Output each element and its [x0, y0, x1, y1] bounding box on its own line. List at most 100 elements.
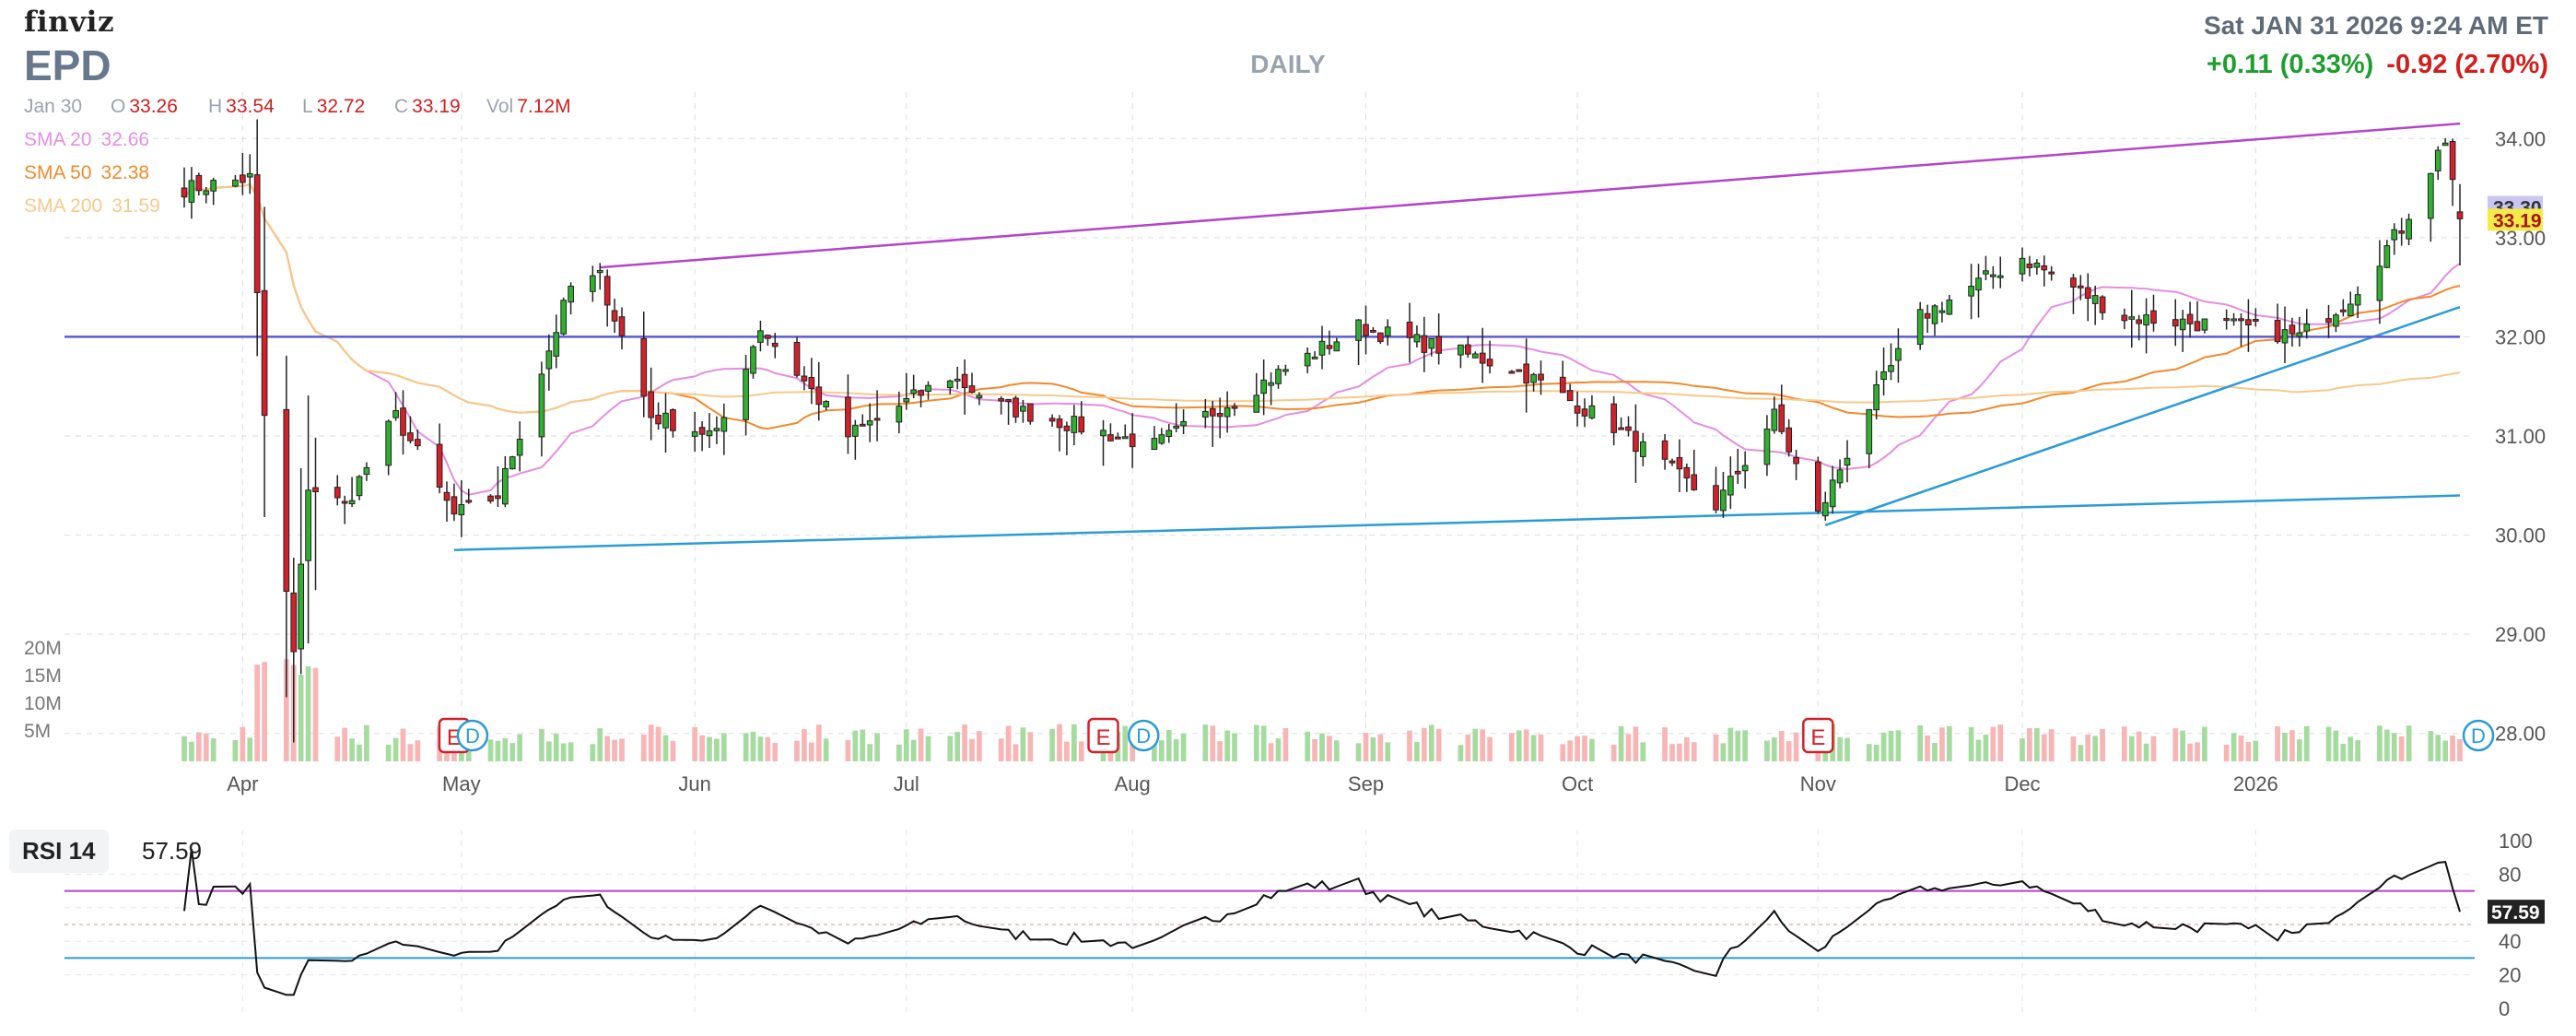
volume-bar [1385, 742, 1391, 761]
candle [1669, 458, 1676, 466]
candle [640, 312, 648, 418]
volume-tick: 20M [24, 638, 62, 659]
candle [1588, 394, 1596, 420]
candle-down [1778, 404, 1786, 432]
candle [1836, 459, 1844, 489]
volume-bar [1997, 724, 2004, 761]
volume-bar [757, 736, 764, 761]
candle-up [1588, 405, 1596, 418]
candle [356, 475, 363, 500]
trendlines [64, 122, 2461, 551]
candle-up [1888, 365, 1894, 372]
candle-up [1318, 340, 1326, 356]
candle [1005, 398, 1012, 425]
candle-down [1216, 412, 1224, 418]
candle [1559, 360, 1566, 394]
candle [487, 494, 494, 504]
volume-bar [1282, 728, 1289, 761]
rsi-tick: 80 [2499, 863, 2521, 886]
candle [1100, 419, 1107, 466]
candle-up [757, 330, 764, 343]
volume-bar [1355, 743, 1362, 761]
candle-down [2077, 285, 2084, 288]
candle-up [2201, 318, 2208, 331]
candle-down [1005, 398, 1012, 402]
candle [407, 416, 414, 444]
volume-bar [815, 724, 822, 761]
volume-bar [2020, 738, 2025, 761]
candle [465, 489, 473, 504]
candle-up [1311, 356, 1318, 359]
candle-down [1625, 426, 1632, 431]
price-tick: 30.00 [2495, 524, 2546, 547]
candle [1508, 370, 1516, 374]
volume-bar [1742, 730, 1749, 761]
brand-logo[interactable]: finviz [24, 6, 115, 39]
candles[interactable] [181, 119, 2464, 743]
candle-up [1151, 438, 1158, 451]
volume-bar [2195, 742, 2200, 761]
volume-bar [465, 742, 472, 761]
volume-bar [415, 740, 421, 761]
candle [1983, 255, 1989, 280]
dividend-marker-circle [2462, 719, 2495, 752]
candle [1464, 336, 1471, 358]
candle [2077, 275, 2084, 300]
volume-bar [2355, 740, 2361, 761]
candle-up [2376, 265, 2383, 301]
candle-down [2449, 141, 2456, 181]
candle-up [1282, 369, 1289, 372]
volume-bar [334, 736, 341, 761]
candle [968, 372, 976, 394]
volume-bar [1946, 725, 1952, 761]
candle-down [2084, 287, 2091, 300]
volume-bar [1677, 743, 1682, 761]
candle-up [1836, 469, 1844, 484]
candle-down [487, 495, 494, 502]
volume-bar [2078, 745, 2084, 761]
candle-down [1610, 403, 1618, 433]
volume-bar [1669, 744, 1675, 761]
volume-bar [1260, 725, 1267, 761]
volume-bar [2398, 736, 2405, 761]
volume-bar [1122, 725, 1129, 761]
date-tick: Jun [678, 772, 710, 795]
candle-down [1013, 397, 1019, 418]
candle-down [2070, 277, 2077, 288]
volume-bar [947, 736, 954, 761]
candle-down [1523, 363, 1530, 384]
candle [1727, 456, 1734, 510]
candle [1574, 391, 1581, 427]
candle [363, 462, 370, 481]
candle-up [1173, 425, 1180, 429]
volume-bar [1771, 737, 1777, 761]
candle-up [1938, 310, 1946, 313]
candle-down [859, 423, 866, 427]
candle [1282, 364, 1289, 376]
volume-bar [407, 744, 414, 761]
candle [1741, 451, 1749, 489]
sma200-legend: SMA 200 31.59 [24, 195, 160, 217]
volume-bar [1370, 736, 1376, 761]
candle-up [2383, 245, 2391, 268]
candle [823, 400, 830, 411]
rsi-title[interactable]: RSI 14 [9, 830, 109, 873]
candle [1048, 414, 1056, 427]
volume-bar [845, 739, 851, 761]
candle [596, 263, 603, 290]
candle-up [1975, 277, 1982, 291]
volume-bar [553, 733, 559, 761]
candle-up [1844, 457, 1851, 466]
datetime: Sat JAN 31 2026 9:24 AM ET [2203, 11, 2548, 40]
candle [1968, 264, 1974, 320]
volume-bar [1837, 736, 1843, 761]
candle [414, 430, 421, 451]
candle [1625, 416, 1632, 437]
earnings-marker-box [1802, 717, 1834, 754]
volume-bar [2085, 734, 2091, 761]
candle-down [2136, 319, 2143, 324]
candle-down [1231, 406, 1238, 409]
candle-up [1428, 337, 1435, 349]
candle [1129, 413, 1136, 468]
